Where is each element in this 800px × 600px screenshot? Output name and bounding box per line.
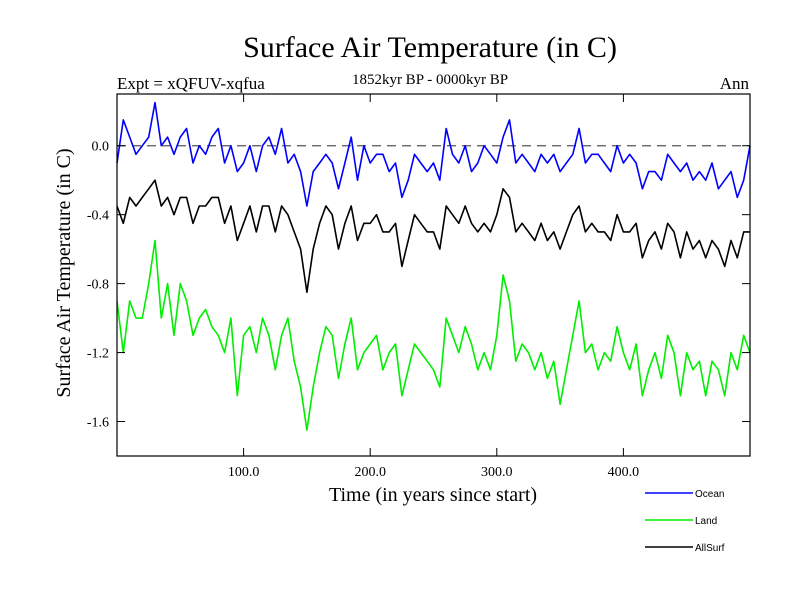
y-tick-label: 0.0 [92,140,110,155]
series-group [116,101,751,431]
series-line-land [116,239,751,431]
x-tick-label: 300.0 [481,465,513,480]
y-tick-label: -0.8 [87,278,109,293]
y-tick-label: -1.6 [87,416,109,431]
legend-label-land: Land [695,516,717,527]
x-tick-label: 100.0 [228,465,260,480]
season-label: Ann [720,74,750,93]
y-tick-label: -1.2 [87,347,109,362]
y-tick-label: -0.4 [87,209,109,224]
x-axis-label: Time (in years since start) [329,484,537,506]
x-tick-label: 200.0 [354,465,386,480]
series-line-ocean [116,101,751,207]
experiment-label: Expt = xQFUV-xqfua [117,74,265,93]
chart-subtitle: 1852kyr BP - 0000kyr BP [352,72,508,88]
chart-title: Surface Air Temperature (in C) [243,31,617,64]
legend-label-allsurf: AllSurf [695,543,725,554]
y-axis-label: Surface Air Temperature (in C) [53,148,75,397]
axis-ticks: 100.0 200.0 300.0 400.0 0.0 -0.4 -0.8 -1.2 -1.6 [87,94,750,480]
legend-label-ocean: Ocean [695,489,724,500]
legend: Ocean Land AllSurf [645,489,725,554]
series-line-allsurf [116,179,750,294]
x-tick-label: 400.0 [608,465,640,480]
plot-frame [116,93,751,457]
